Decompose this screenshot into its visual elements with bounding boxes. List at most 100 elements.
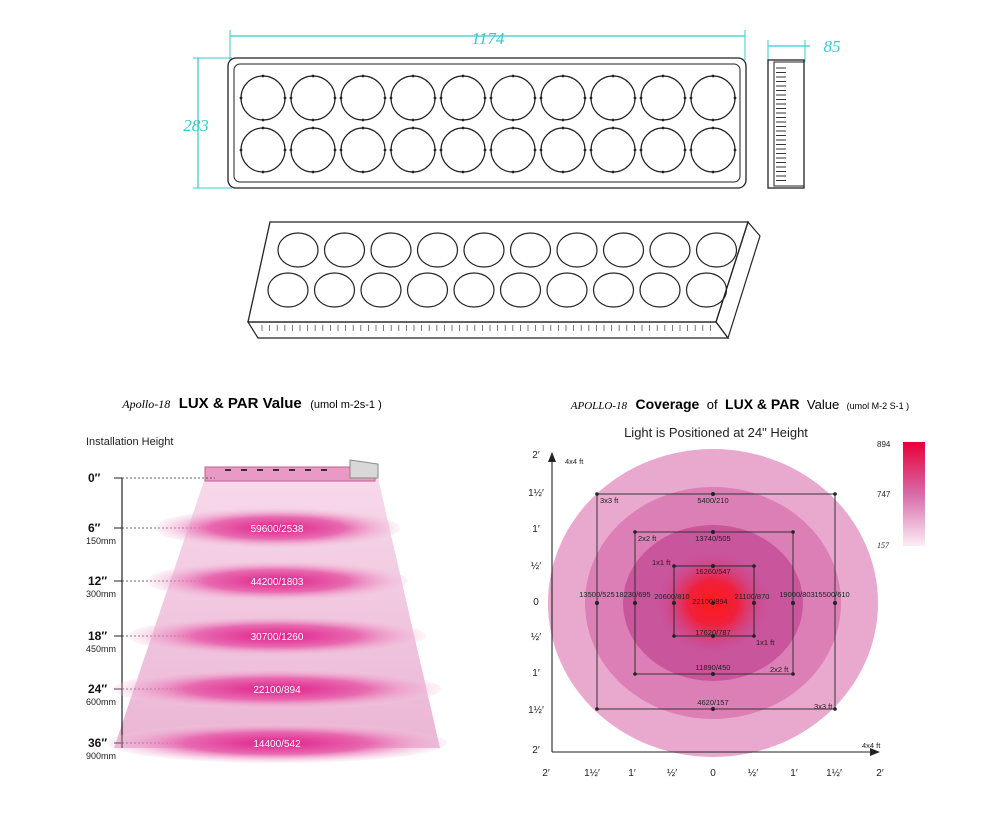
height-row: 22100/894 24″600mm [86, 669, 442, 709]
light-intensity-ellipse [146, 561, 408, 601]
height-mm: 900mm [86, 751, 116, 761]
lux-par-title: Apollo-18 LUX & PAR Value (umol m-2s-1 ) [121, 395, 382, 412]
y-axis-tick-label: 0 [533, 597, 539, 608]
lens-ellipse [602, 232, 645, 268]
legend-min: 157 [877, 541, 890, 550]
lux-par-reading: 59600/2538 [251, 524, 304, 535]
fixture-side-outline [767, 59, 805, 189]
reading-text: 21100/870 [735, 592, 770, 601]
coverage-reading-top-2x2: 13740/505 [695, 530, 731, 543]
lens-ellipse [685, 272, 728, 308]
height-rows: 0″ 59600/2538 6″150mm 44200/1803 12″300mm 307… [86, 471, 447, 763]
light-intensity-ellipse [112, 669, 442, 709]
lux-par-reading: 22100/894 [253, 685, 301, 696]
length-dimension: 1174 [472, 29, 505, 48]
height-inches: 6″ [88, 521, 101, 535]
lens-ellipse [360, 272, 402, 308]
reading-text: 13740/505 [695, 534, 730, 543]
coverage-reading-center: 22100/894 [692, 597, 727, 606]
y-axis-tick-label: ½′ [531, 632, 541, 643]
coverage-title: APOLLO-18 Coverage of LUX & PAR Value (u… [570, 396, 909, 413]
reading-text: 4620/157 [697, 698, 728, 707]
lens-circle [640, 127, 686, 173]
coverage-reading-bottom-2x2: 11890/450 [696, 663, 730, 676]
lens-ellipse [453, 272, 495, 308]
x-axis-tick-label: 2′ [876, 768, 884, 779]
y-axis-tick-label: 1′ [532, 524, 540, 535]
box-size-label: 2x2 ft [770, 665, 789, 674]
lens-circle [390, 127, 436, 173]
coverage-reading-right-3x3: 15500/610 [814, 590, 850, 605]
y-axis-tick-label: 2′ [532, 745, 540, 756]
reading-text: 15500/610 [814, 590, 849, 599]
light-intensity-ellipse [154, 508, 400, 548]
lux-par-reading: 30700/1260 [251, 632, 304, 643]
coverage-panel: APOLLO-18 Coverage of LUX & PAR Value (u… [528, 396, 925, 779]
x-axis-tick-label: 1′ [790, 768, 798, 779]
y-axis-tick-label: 2′ [532, 450, 540, 461]
lens-circle [440, 75, 486, 121]
coverage-reading-bottom-3x3: 4620/157 [697, 698, 729, 711]
light-intensity-ellipse [107, 723, 447, 763]
lens-ellipse [649, 232, 691, 268]
lens-ellipse [592, 272, 635, 308]
lens-circle [340, 75, 386, 121]
x-axis-tick-label: 1½′ [584, 768, 600, 779]
coverage-axis-labels: 2′ 1½′ 1′ ½′ 0 ½′ 1′ 1½′ 2′ 2′ 1½′ 1′ ½′ 0 ½′ 1′ 1½′ 2′ [528, 450, 884, 779]
coverage-reading-left-3x3: 13500/525 [579, 590, 615, 605]
light-intensity-ellipse [128, 616, 426, 656]
height-row: 14400/542 36″900mm [86, 723, 447, 763]
lens-circle [540, 127, 586, 173]
height-mm: 600mm [86, 697, 116, 707]
reading-text: 22100/894 [692, 597, 727, 606]
height-row: 0″ [88, 471, 215, 485]
lens-circle [240, 75, 286, 121]
x-axis-tick-label: 1½′ [826, 768, 842, 779]
coverage-reading-left-1x1: 20600/810 [654, 592, 690, 605]
lens-ellipse [463, 232, 505, 268]
x-axis-tick-label: ½′ [667, 768, 677, 779]
legend-mid: 747 [877, 490, 891, 499]
x-axis-tick-label: 2′ [542, 768, 550, 779]
reading-text: 19000/803 [779, 590, 814, 599]
height-inches: 0″ [88, 471, 101, 485]
reading-text: 20600/810 [654, 592, 689, 601]
lens-circle [640, 75, 686, 121]
depth-dimension: 85 [824, 37, 841, 56]
lens-ellipse [313, 272, 356, 308]
lens-ellipse [499, 272, 542, 308]
lens-circle [340, 127, 386, 173]
coverage-reading-right-2x2: 19000/803 [779, 590, 815, 605]
lens-circle [240, 127, 286, 173]
lens-ellipse [277, 232, 319, 268]
box-size-label: 3x3 ft [814, 702, 833, 711]
lens-circle [590, 75, 636, 121]
height-inches: 18″ [88, 629, 107, 643]
box-size-label: 3x3 ft [600, 496, 619, 505]
height-mm: 150mm [86, 536, 116, 546]
lens-circle [690, 127, 736, 173]
reading-text: 18230/695 [615, 590, 650, 599]
lens-ellipse [695, 232, 738, 268]
reading-text: 5400/210 [697, 496, 728, 505]
coverage-reading-bottom-1x1: 17620/787 [695, 628, 731, 638]
height-inches: 12″ [88, 574, 107, 588]
lens-circle [690, 75, 736, 121]
lux-par-panel: Apollo-18 LUX & PAR Value (umol m-2s-1 )… [86, 395, 447, 763]
side-fins [776, 67, 786, 181]
reading-text: 13500/525 [579, 590, 614, 599]
fixture-top-drawing: 1174 283 85 [183, 29, 841, 189]
height-mm: 300mm [86, 589, 116, 599]
legend-color-bar [903, 442, 925, 546]
lens-circle [490, 127, 536, 173]
coverage-reading-top-3x3: 5400/210 [697, 492, 729, 505]
height-mm: 450mm [86, 644, 116, 654]
height-inches: 36″ [88, 736, 107, 750]
lens-ellipse [546, 272, 588, 308]
box-size-label: 4x4 ft [862, 741, 881, 750]
box-size-label: 1x1 ft [756, 638, 775, 647]
lens-ellipse [556, 232, 598, 268]
height-inches: 24″ [88, 682, 107, 696]
lens-circle [490, 75, 536, 121]
